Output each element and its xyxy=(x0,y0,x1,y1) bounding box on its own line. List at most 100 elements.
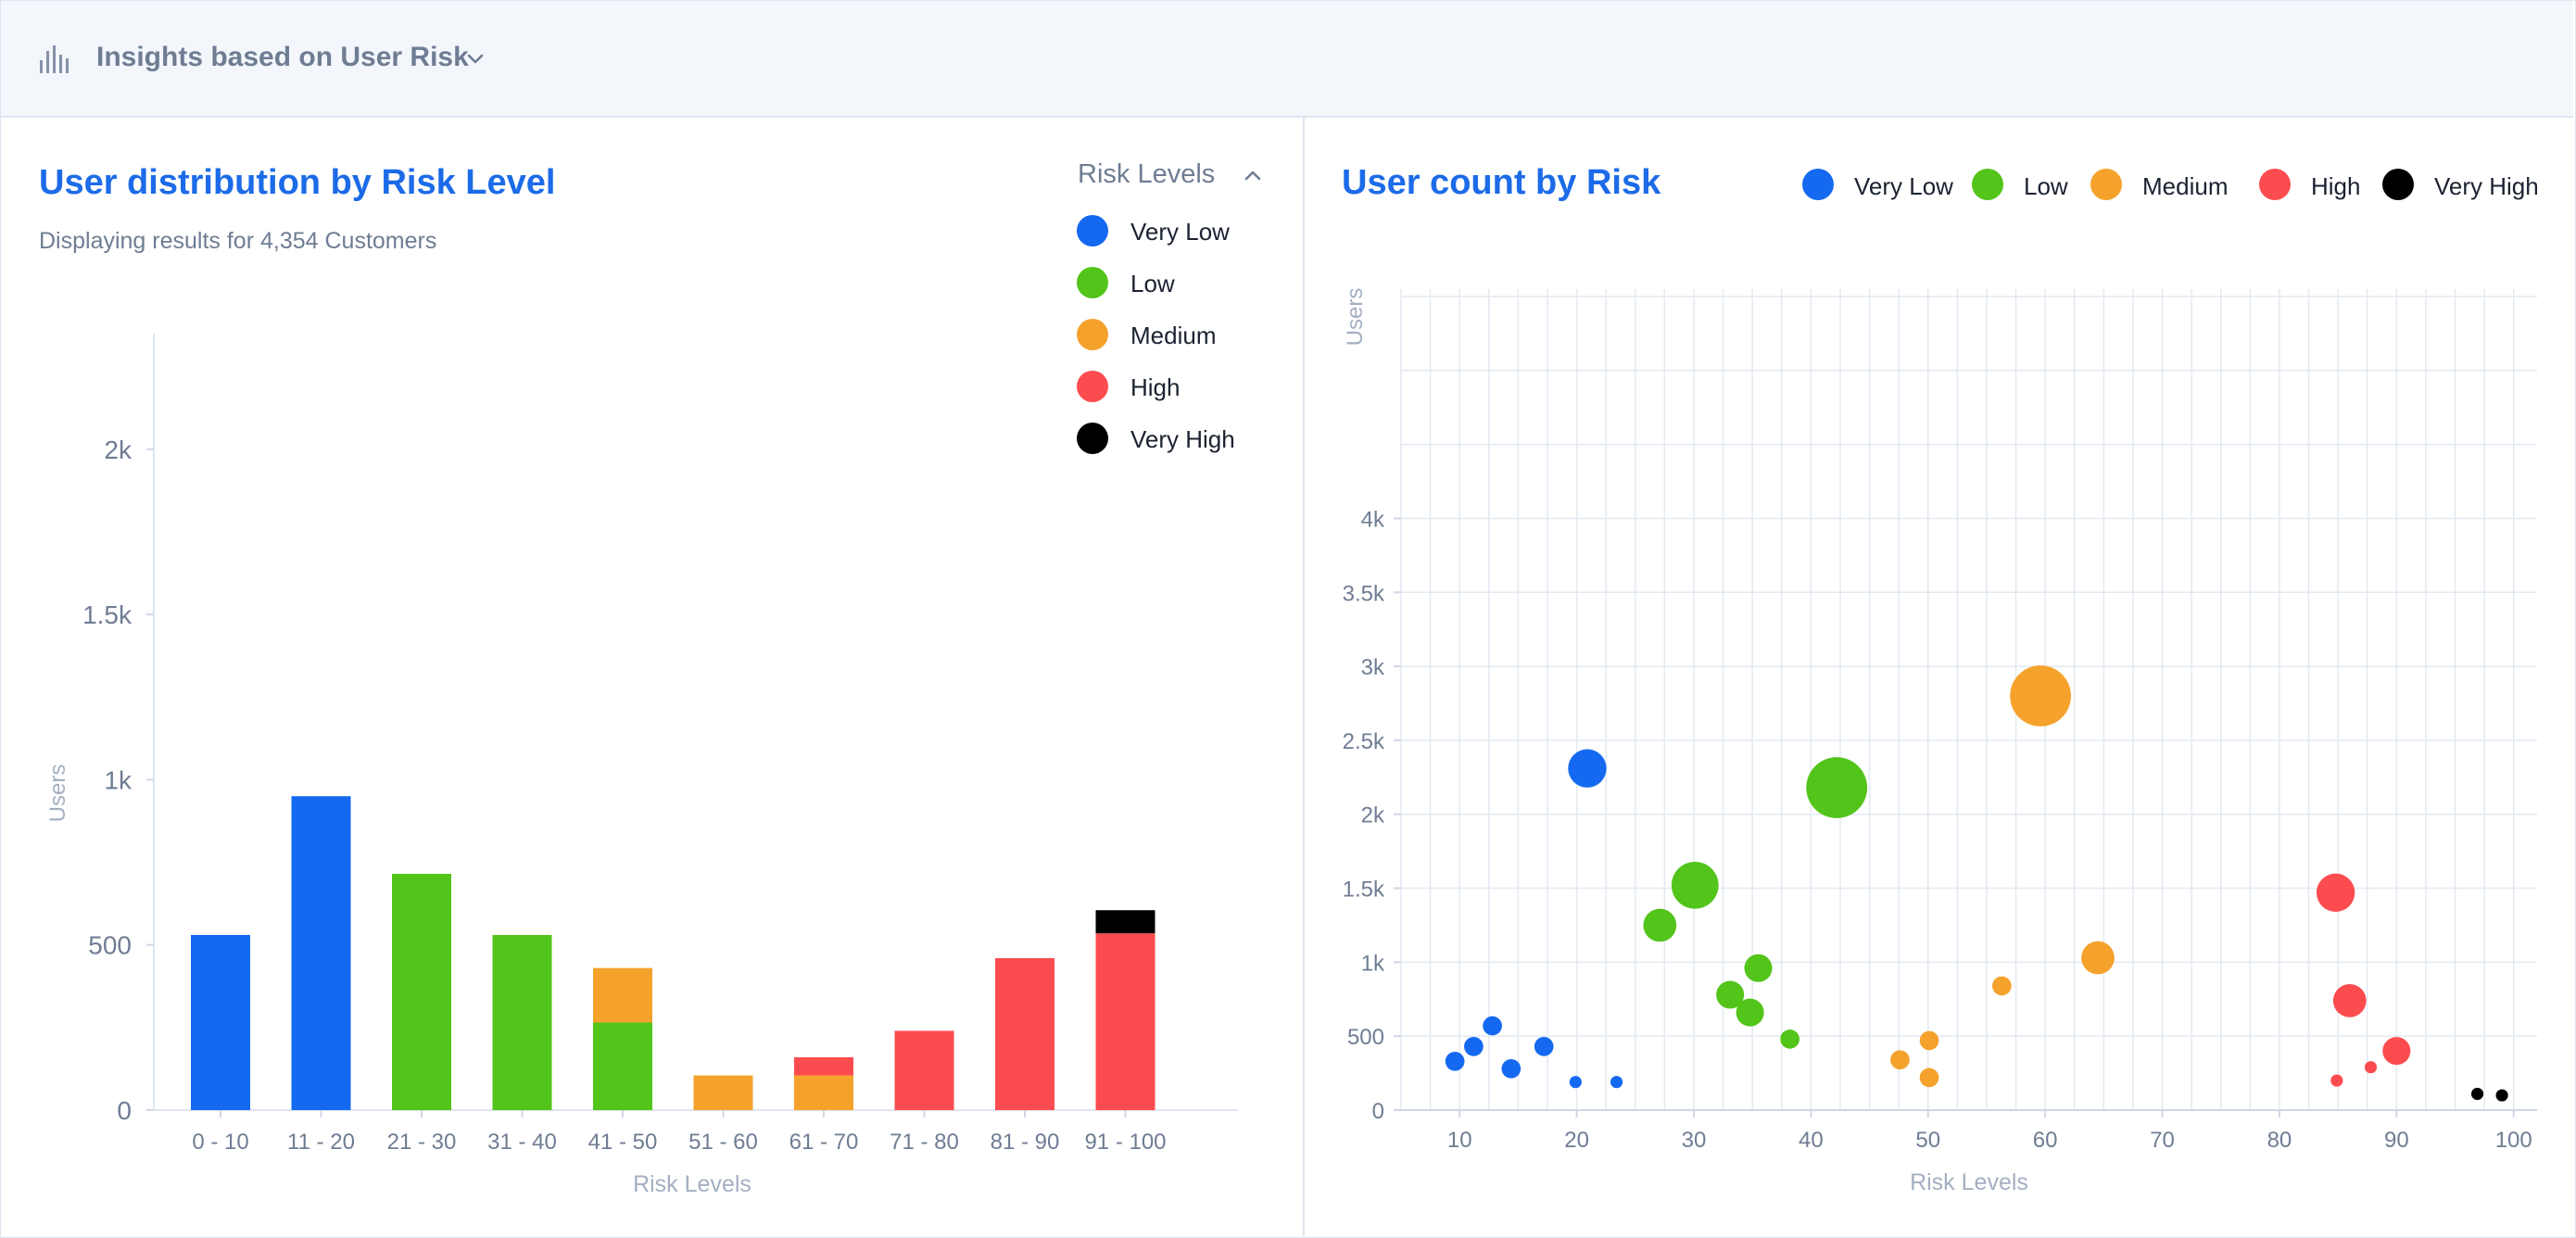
x-axis-title: Risk Levels xyxy=(1910,1169,2028,1195)
bubble-very-low xyxy=(1483,1016,1502,1036)
legend-label: Very Low xyxy=(1854,172,1953,200)
bar-segment-high xyxy=(1095,933,1155,1110)
bubble-very-low xyxy=(1569,1076,1582,1089)
bubble-low xyxy=(1736,998,1764,1027)
y-tick-label: 1k xyxy=(1361,951,1385,976)
bubble-high xyxy=(2364,1061,2378,1074)
y-tick-label: 4k xyxy=(1361,507,1385,532)
bar-segment-very-low xyxy=(291,796,351,1110)
x-tick-label: 91 - 100 xyxy=(1084,1130,1166,1155)
x-tick-label: 41 - 50 xyxy=(588,1130,658,1155)
x-tick-label: 50 xyxy=(1915,1128,1940,1153)
legend-swatch xyxy=(1077,319,1108,350)
y-tick-label: 500 xyxy=(1347,1025,1384,1050)
x-tick-label: 0 - 10 xyxy=(192,1130,248,1155)
x-tick-label: 40 xyxy=(1799,1128,1824,1153)
y-tick-label: 0 xyxy=(1372,1099,1384,1124)
bubble-medium xyxy=(1919,1030,1939,1051)
bubble-high xyxy=(2316,873,2355,913)
bar-segment-low xyxy=(492,935,552,1110)
bubble-medium xyxy=(1890,1050,1910,1070)
legend-label: High xyxy=(1130,373,1181,401)
x-tick-label: 71 - 80 xyxy=(890,1130,959,1155)
x-tick-label: 21 - 30 xyxy=(387,1130,457,1155)
legend-label: Very High xyxy=(1130,425,1235,453)
bubble-very-low xyxy=(1568,749,1607,788)
scatter-chart-title: User count by Risk xyxy=(1342,163,1661,202)
legend-swatch xyxy=(1077,267,1108,298)
chevron-down-icon[interactable] xyxy=(464,47,486,69)
bubble-very-high xyxy=(2495,1089,2508,1102)
bubble-high xyxy=(2332,984,2367,1017)
customer-count-subtitle: Displaying results for 4,354 Customers xyxy=(39,228,437,254)
bubble-medium xyxy=(1919,1067,1939,1088)
bar-segment-medium xyxy=(794,1075,853,1110)
legend-label: Medium xyxy=(2142,172,2229,200)
y-tick-label: 0 xyxy=(117,1096,132,1125)
x-axis-title: Risk Levels xyxy=(633,1171,751,1197)
x-tick-label: 80 xyxy=(2267,1128,2292,1153)
chevron-up-icon[interactable] xyxy=(1242,165,1264,187)
legend-swatch xyxy=(2090,169,2122,200)
bar-segment-low xyxy=(593,1022,652,1110)
bubble-very-low xyxy=(1610,1076,1623,1089)
page-header: Insights based on User Risk xyxy=(1,1,2573,118)
legend-swatch xyxy=(1077,215,1108,246)
y-tick-label: 2.5k xyxy=(1343,729,1385,754)
legend-swatch xyxy=(2259,169,2291,200)
y-axis-title: Users xyxy=(1343,288,1368,347)
x-tick-label: 70 xyxy=(2150,1128,2175,1153)
y-tick-label: 500 xyxy=(88,931,132,960)
risk-levels-legend-title[interactable]: Risk Levels xyxy=(1078,159,1216,189)
bar-segment-very-low xyxy=(191,935,250,1110)
bubble-low xyxy=(1744,954,1773,982)
bubble-very-low xyxy=(1534,1037,1554,1056)
x-tick-label: 31 - 40 xyxy=(487,1130,557,1155)
insights-dropdown-label[interactable]: Insights based on User Risk xyxy=(96,42,469,72)
bubble-chart: 0 500 1k 1.5k 2k 2.5k 3k 3.5k 4k 10 20 30 40 50 60 70 80… xyxy=(1343,288,2537,1195)
bar-segment-high xyxy=(894,1030,954,1110)
x-tick-label: 51 - 60 xyxy=(688,1130,758,1155)
legend-swatch xyxy=(2382,169,2414,200)
legend-label: Very High xyxy=(2434,172,2539,200)
bubble-very-high xyxy=(2470,1087,2484,1101)
bubble-very-low xyxy=(1464,1037,1484,1056)
legend-swatch xyxy=(1077,371,1108,402)
bubble-low xyxy=(1780,1030,1799,1049)
y-tick-label: 2k xyxy=(1361,803,1385,828)
bubble-high xyxy=(2330,1074,2343,1087)
x-tick-label: 10 xyxy=(1447,1128,1472,1153)
bubble-medium xyxy=(2081,941,2115,975)
x-tick-label: 60 xyxy=(2033,1128,2058,1153)
bubble-medium xyxy=(2010,665,2071,726)
bubble-low xyxy=(1716,980,1745,1009)
bubble-low xyxy=(1643,908,1677,942)
panel-divider xyxy=(1303,117,1305,1236)
bubble-medium xyxy=(1992,976,2012,996)
y-tick-label: 3k xyxy=(1361,655,1385,680)
legend-label: Very Low xyxy=(1130,218,1230,246)
legend-label: High xyxy=(2311,172,2361,200)
y-axis-title: Users xyxy=(45,764,70,823)
bar-chart-icon xyxy=(40,45,69,73)
bubble-low xyxy=(1806,757,1868,818)
legend-label: Low xyxy=(2024,172,2068,200)
bar-segment-high xyxy=(995,957,1054,1110)
x-tick-label: 81 - 90 xyxy=(991,1130,1060,1155)
bubble-very-low xyxy=(1445,1051,1465,1071)
legend-swatch xyxy=(1802,169,1834,200)
x-tick-label: 11 - 20 xyxy=(287,1130,355,1155)
bar-segment-medium xyxy=(593,967,652,1023)
y-tick-label: 1.5k xyxy=(82,600,133,629)
bar-chart-title: User distribution by Risk Level xyxy=(39,163,556,202)
y-tick-label: 1.5k xyxy=(1343,878,1385,903)
bubble-low xyxy=(1671,861,1719,909)
bar-segment-very-high xyxy=(1095,910,1155,934)
bubble-high xyxy=(2382,1037,2411,1066)
y-tick-label: 3.5k xyxy=(1343,581,1385,606)
x-tick-label: 20 xyxy=(1564,1128,1589,1153)
bubble-very-low xyxy=(1501,1058,1522,1079)
x-tick-label: 100 xyxy=(2495,1128,2532,1153)
y-tick-label: 2k xyxy=(104,436,133,464)
bar-segment-medium xyxy=(693,1075,753,1110)
